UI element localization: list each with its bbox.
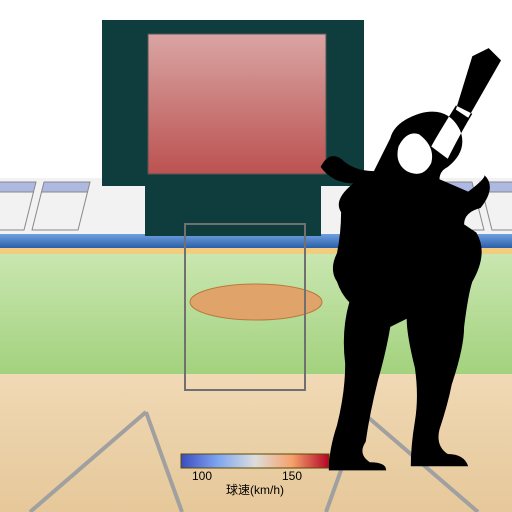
speed-legend-bar: [181, 454, 329, 468]
svg-text:100: 100: [192, 469, 212, 483]
scoreboard-base: [145, 186, 321, 236]
pitchers-mound: [190, 284, 322, 320]
speed-legend-caption: 球速(km/h): [226, 483, 284, 497]
scoreboard-screen: [148, 34, 326, 174]
pitch-location-diagram: 100 150 球速(km/h): [0, 0, 512, 512]
svg-text:150: 150: [282, 469, 302, 483]
